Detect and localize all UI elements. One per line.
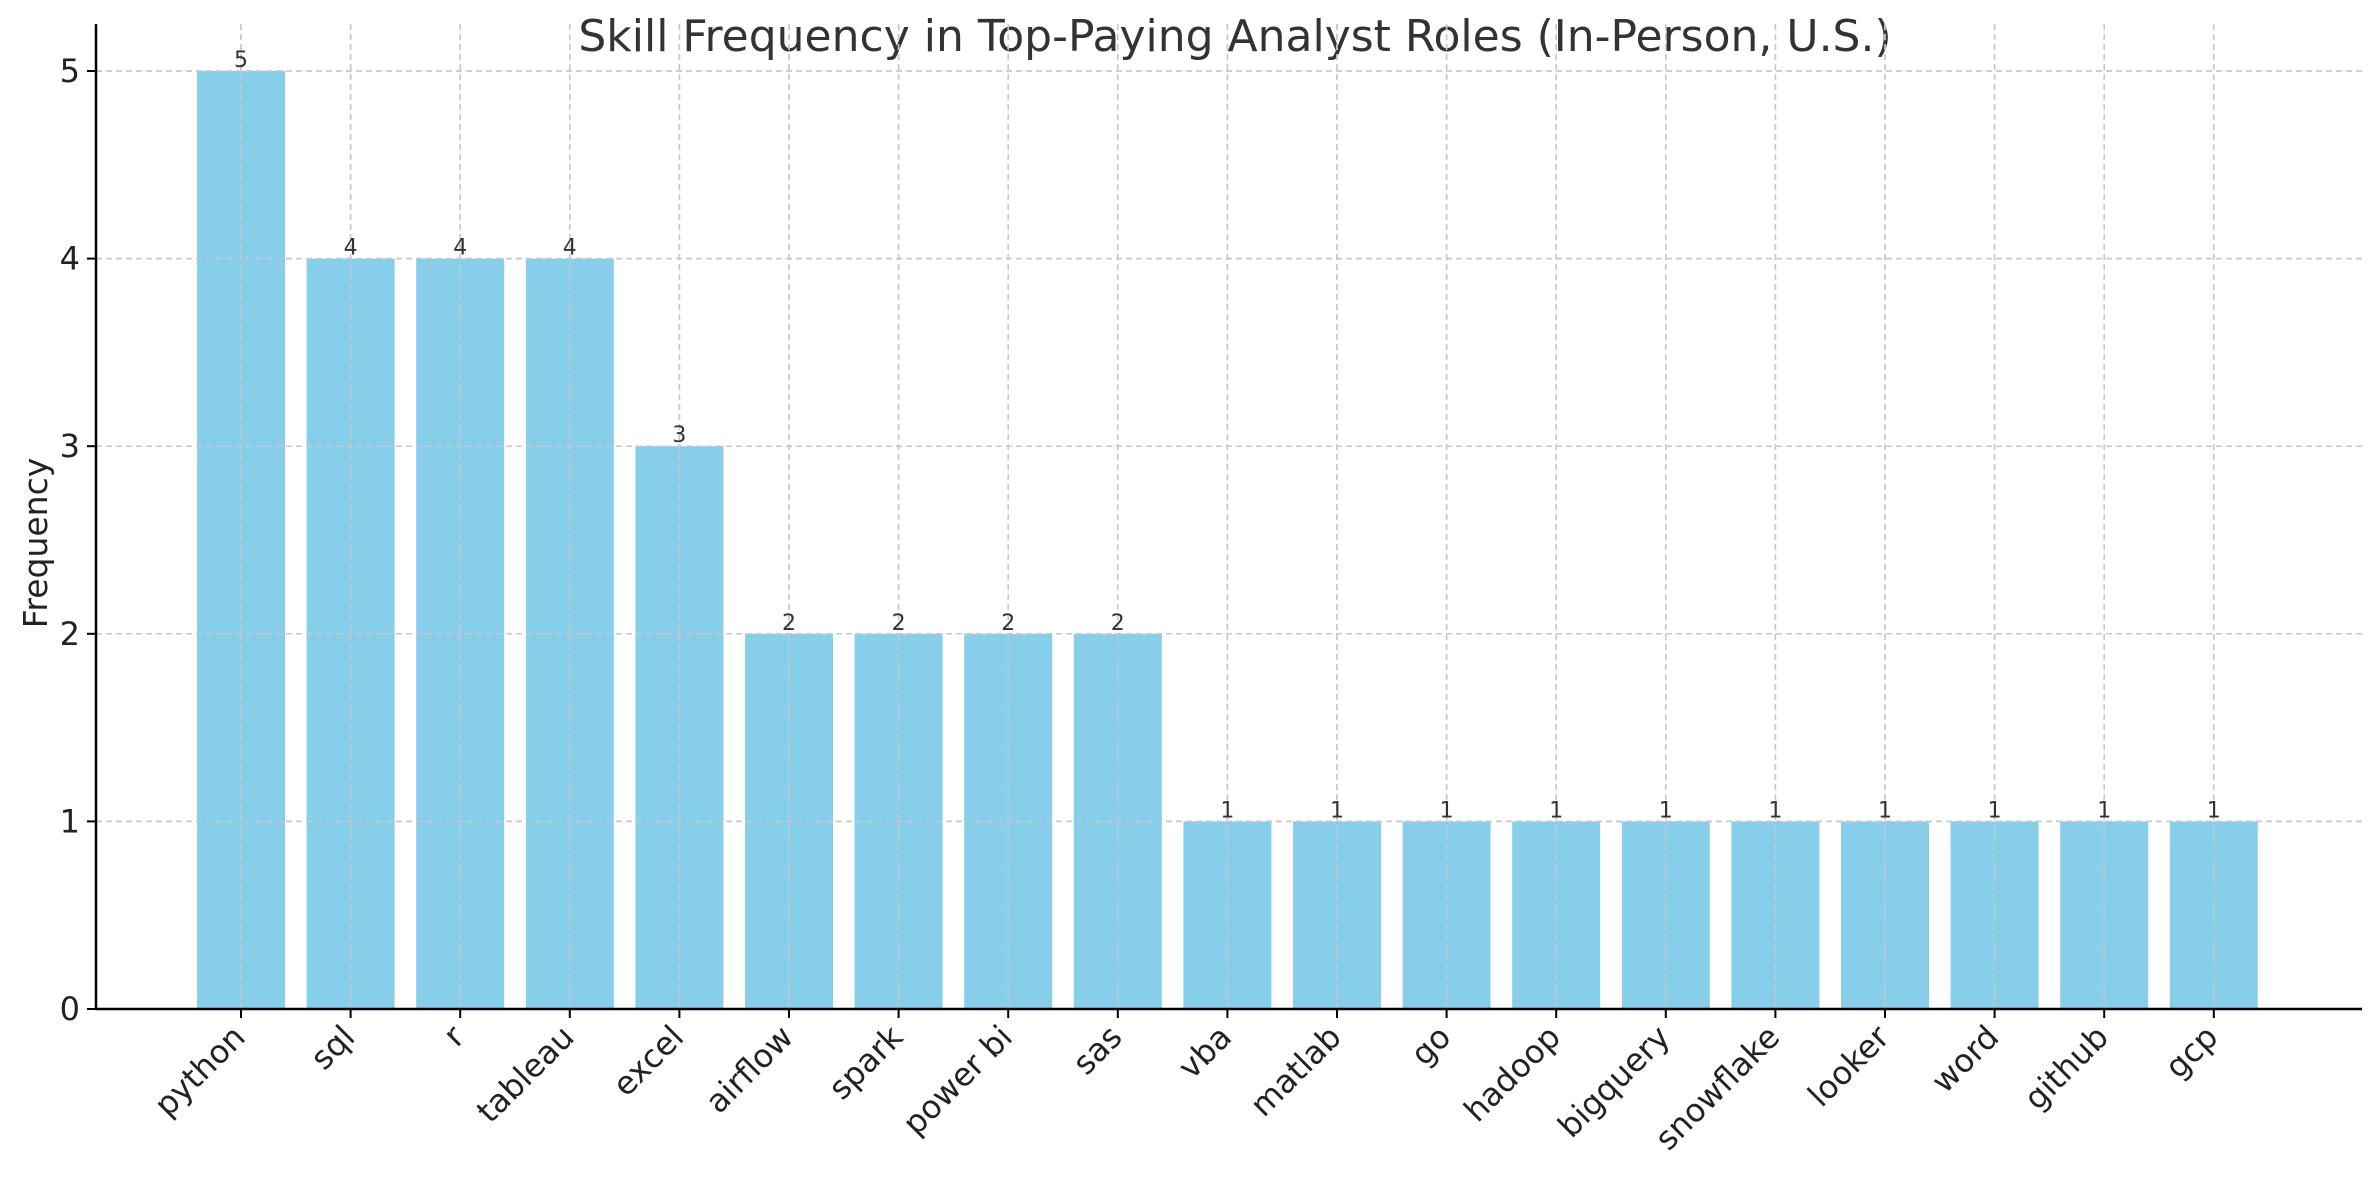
x-tick-label: vba [1171,1018,1239,1086]
grid-overlay [96,24,2362,1009]
x-tick-label: airflow [698,1018,801,1121]
y-tick-label: 4 [60,240,80,278]
x-tick-label: sql [303,1018,362,1077]
bar-value-label: 4 [453,236,467,261]
bar-value-label: 1 [1330,798,1344,823]
y-tick-label: 1 [60,802,80,840]
bar-value-label: 3 [672,423,686,448]
x-tick-label: go [1403,1018,1458,1073]
y-tick-label: 3 [60,427,80,465]
x-tick-label: hadoop [1456,1018,1567,1129]
bar-value-label: 5 [234,48,248,73]
x-tick-label: sas [1065,1018,1129,1082]
y-tick-label: 0 [60,990,80,1028]
bar-value-label: 2 [1001,611,1015,636]
x-tick-label: matlab [1242,1018,1348,1124]
bar-value-label: 1 [1549,798,1563,823]
bar-value-label: 2 [892,611,906,636]
y-tick-label: 5 [60,52,80,90]
bar-value-label: 1 [1659,798,1673,823]
x-tick-label: word [1924,1018,2006,1100]
bar-value-label: 1 [1220,798,1234,823]
bar-value-label: 1 [1440,798,1454,823]
bar-value-label: 1 [2207,798,2221,823]
y-axis-label: Frequency [16,458,55,628]
x-tick-label: python [147,1018,253,1124]
x-tick-label: gcp [2157,1018,2225,1086]
bar-value-label: 4 [563,236,577,261]
x-tick-label: r [436,1017,473,1054]
bar-value-label: 1 [1878,798,1892,823]
bar-value-label: 2 [782,611,796,636]
x-tick-label: excel [605,1018,691,1104]
bar-value-label: 1 [1768,798,1782,823]
axes [87,24,2362,1018]
bar-value-label: 4 [344,236,358,261]
x-tick-label: power bi [895,1018,1020,1143]
x-tick-label: looker [1800,1017,1897,1114]
x-tick-label: spark [821,1017,911,1107]
bar-value-label: 1 [1988,798,2002,823]
bar-value-label: 2 [1111,611,1125,636]
x-tick-label: tableau [469,1018,581,1130]
y-tick-label: 2 [60,615,80,653]
x-tick-label: github [2016,1018,2115,1117]
chart-title: Skill Frequency in Top-Paying Analyst Ro… [578,11,1891,62]
bar-value-label: 1 [2097,798,2111,823]
